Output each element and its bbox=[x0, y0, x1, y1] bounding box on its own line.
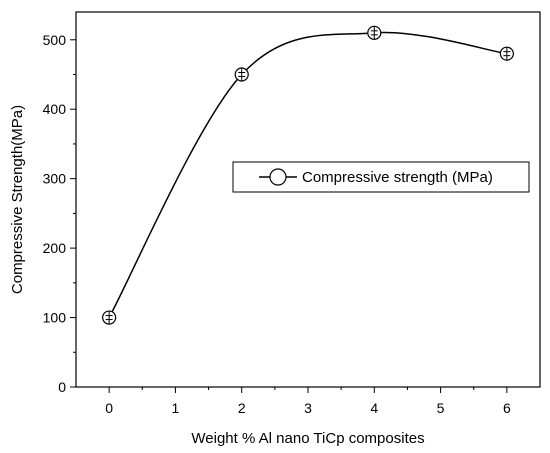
plot-area bbox=[75, 11, 541, 388]
x-axis-ticks: 0 1 2 3 4 5 6 bbox=[105, 387, 511, 416]
y-tick-label: 100 bbox=[43, 310, 67, 326]
legend-label: Compressive strength (MPa) bbox=[302, 169, 493, 186]
data-point bbox=[499, 46, 514, 61]
legend-marker bbox=[269, 168, 287, 186]
data-point bbox=[367, 25, 382, 40]
series-layer bbox=[102, 25, 514, 325]
legend: Compressive strength (MPa) bbox=[232, 161, 530, 193]
x-tick-label: 2 bbox=[238, 400, 246, 416]
x-tick-label: 3 bbox=[304, 400, 312, 416]
x-tick-label: 1 bbox=[172, 400, 180, 416]
y-tick-label: 400 bbox=[43, 101, 67, 117]
y-tick-label: 0 bbox=[58, 379, 66, 395]
x-tick-label: 6 bbox=[503, 400, 511, 416]
y-tick-label: 200 bbox=[43, 240, 67, 256]
y-axis-title: Compressive Strength(MPa) bbox=[9, 105, 26, 294]
y-axis-ticks: 0 100 200 300 400 500 bbox=[43, 32, 76, 395]
y-tick-label: 500 bbox=[43, 32, 67, 48]
data-point bbox=[234, 67, 249, 82]
x-tick-label: 5 bbox=[437, 400, 445, 416]
data-point bbox=[102, 310, 117, 325]
y-tick-label: 300 bbox=[43, 171, 67, 187]
x-tick-label: 4 bbox=[370, 400, 378, 416]
x-tick-label: 0 bbox=[105, 400, 113, 416]
plot-frame bbox=[75, 11, 541, 388]
x-axis-title: Weight % Al nano TiCp composites bbox=[191, 430, 424, 447]
series-line bbox=[108, 31, 507, 318]
